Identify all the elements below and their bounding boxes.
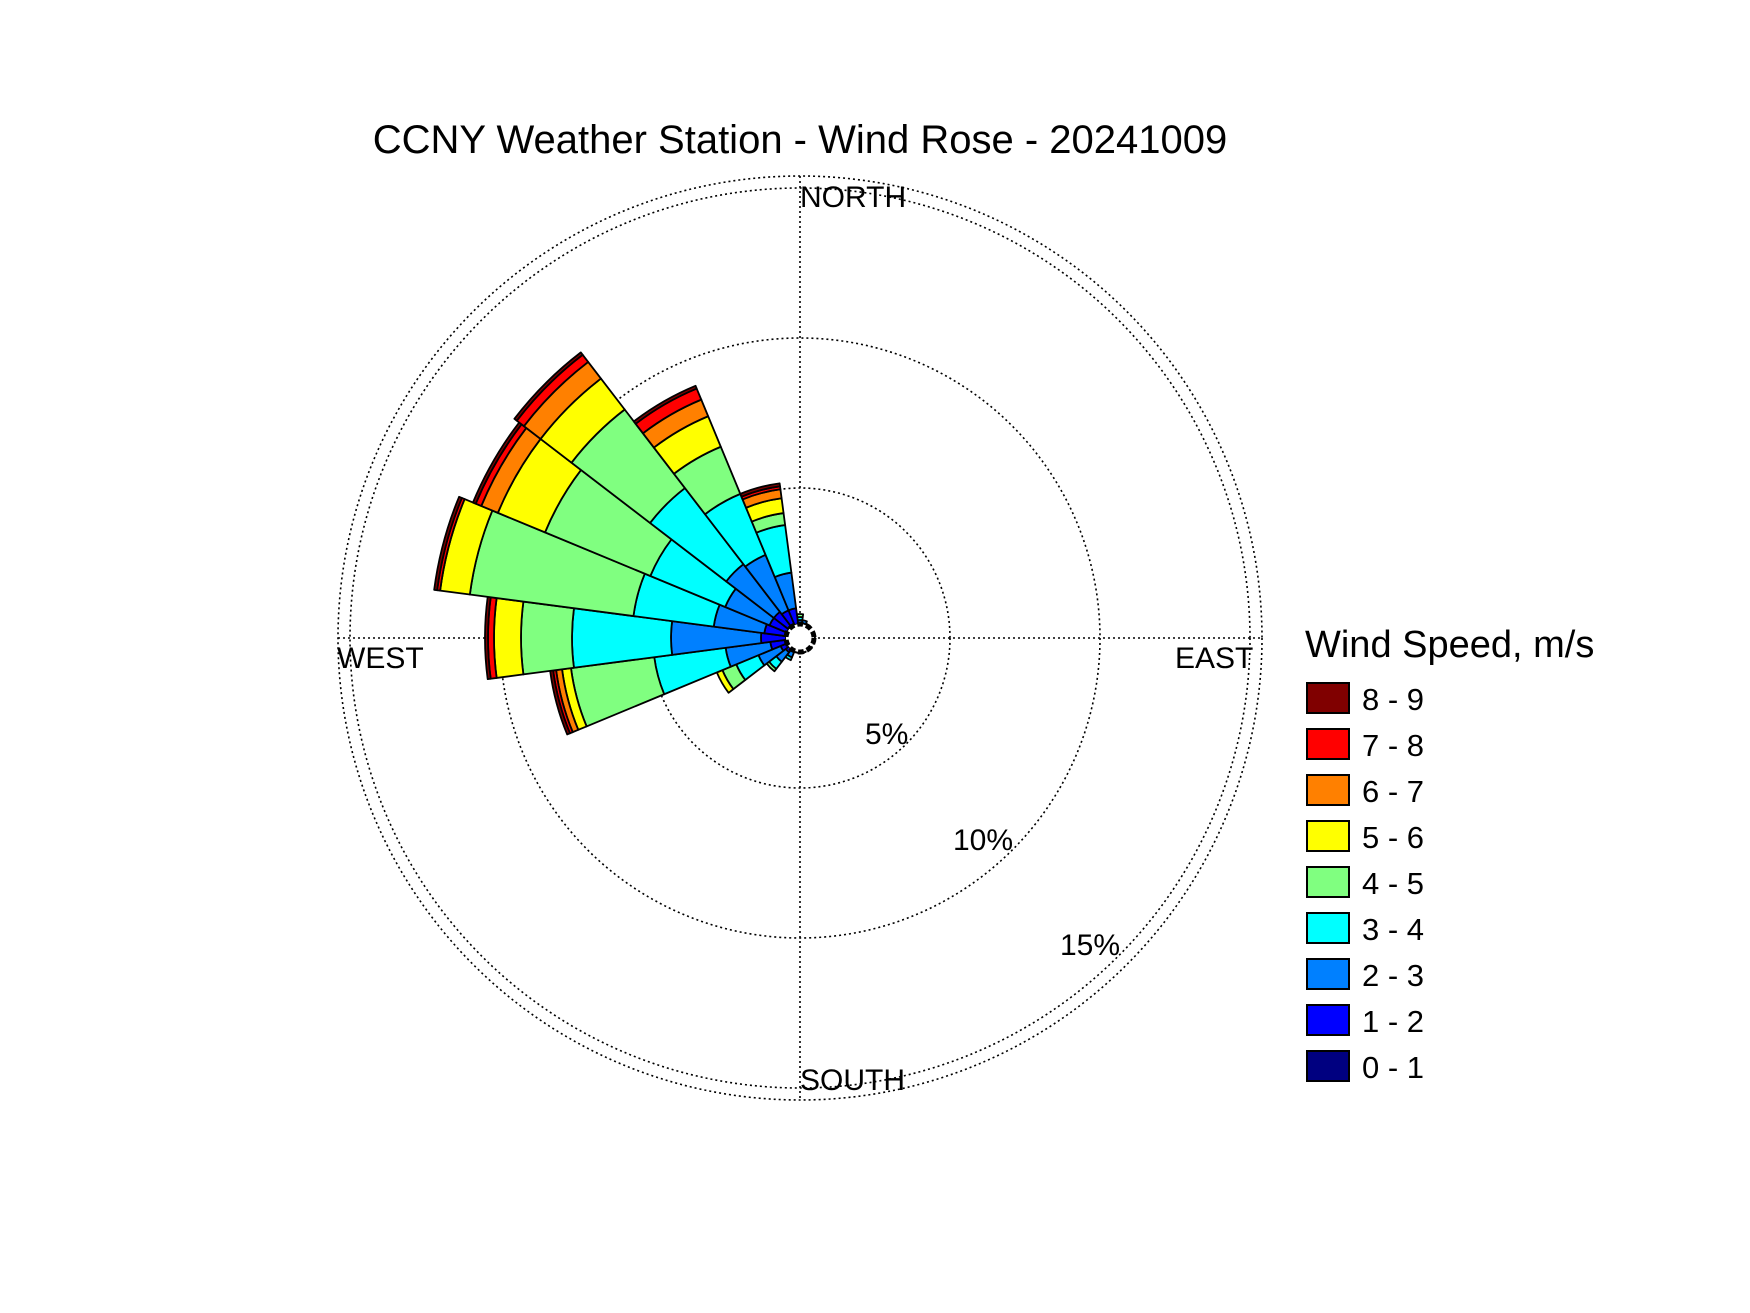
sector-255-bin-4-5 bbox=[570, 656, 666, 728]
legend-label-0-1: 0 - 1 bbox=[1362, 1050, 1424, 1085]
chart-title: CCNY Weather Station - Wind Rose - 20241… bbox=[373, 118, 1228, 162]
legend-title: Wind Speed, m/s bbox=[1305, 624, 1594, 666]
legend-label-5-6: 5 - 6 bbox=[1362, 820, 1424, 855]
compass-label-north: NORTH bbox=[800, 181, 906, 214]
legend-swatch-7-8 bbox=[1306, 728, 1350, 760]
legend-label-1-2: 1 - 2 bbox=[1362, 1004, 1424, 1039]
compass-label-east: EAST bbox=[1175, 642, 1253, 675]
sector-315-bin-8-9 bbox=[513, 351, 584, 422]
legend-label-3-4: 3 - 4 bbox=[1362, 912, 1424, 947]
legend-swatch-8-9 bbox=[1306, 682, 1350, 714]
legend-swatch-6-7 bbox=[1306, 774, 1350, 806]
sector-285-bin-8-9 bbox=[433, 495, 463, 592]
legend-swatch-0-1 bbox=[1306, 1050, 1350, 1082]
sector-270-bin-5-6 bbox=[493, 597, 525, 679]
ring-label-15: 15% bbox=[1060, 929, 1120, 962]
ring-label-10: 10% bbox=[953, 824, 1013, 857]
calm-circle bbox=[783, 621, 817, 655]
legend-label-7-8: 7 - 8 bbox=[1362, 728, 1424, 763]
legend-swatch-4-5 bbox=[1306, 866, 1350, 898]
compass-label-south: SOUTH bbox=[800, 1064, 905, 1097]
calm-circle-ring bbox=[783, 621, 817, 655]
sector-330-bin-8-9 bbox=[632, 384, 698, 425]
legend-label-4-5: 4 - 5 bbox=[1362, 866, 1424, 901]
legend: Wind Speed, m/s 8 - 9 7 - 8 6 - 7 5 - 6 4 - … bbox=[1305, 624, 1594, 1085]
legend-swatch-2-3 bbox=[1306, 958, 1350, 990]
ring-label-5: 5% bbox=[865, 718, 908, 751]
legend-label-2-3: 2 - 3 bbox=[1362, 958, 1424, 993]
wind-sectors bbox=[433, 351, 816, 736]
sector-270-bin-4-5 bbox=[520, 600, 575, 676]
sector-345-bin-8-9 bbox=[739, 482, 781, 498]
legend-swatch-5-6 bbox=[1306, 820, 1350, 852]
legend-swatch-3-4 bbox=[1306, 912, 1350, 944]
legend-label-8-9: 8 - 9 bbox=[1362, 682, 1424, 717]
compass-label-west: WEST bbox=[337, 642, 424, 675]
legend-label-6-7: 6 - 7 bbox=[1362, 774, 1424, 809]
legend-swatch-1-2 bbox=[1306, 1004, 1350, 1036]
